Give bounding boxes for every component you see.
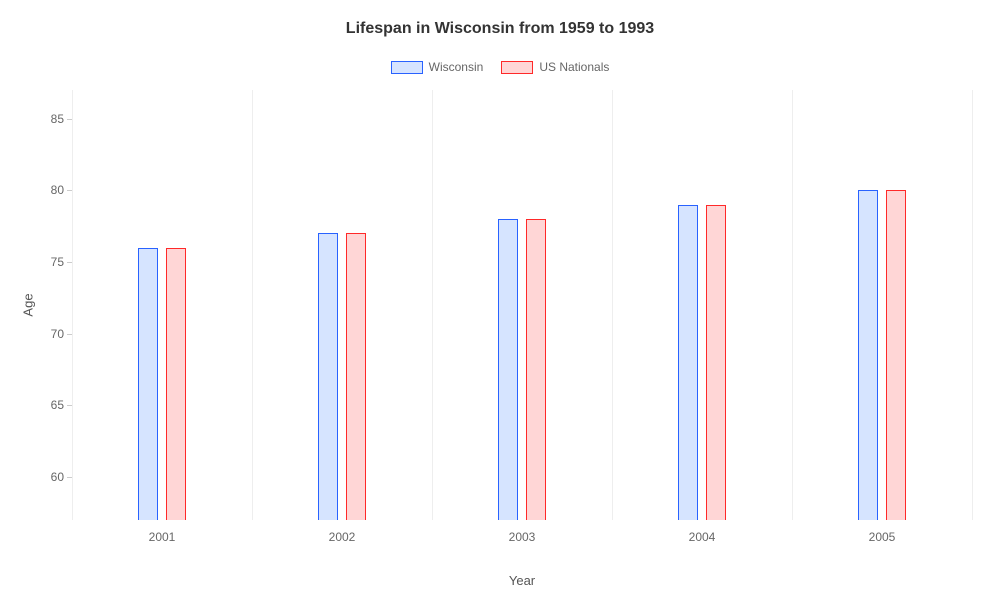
bar — [138, 248, 158, 520]
bar — [346, 233, 366, 520]
legend-label-wisconsin: Wisconsin — [429, 60, 484, 74]
y-tick-label: 70 — [51, 327, 64, 341]
legend-label-us-nationals: US Nationals — [539, 60, 609, 74]
gridline-vertical — [972, 90, 973, 520]
legend-item-us-nationals: US Nationals — [501, 60, 609, 74]
legend-item-wisconsin: Wisconsin — [391, 60, 484, 74]
x-tick-label: 2004 — [689, 530, 716, 544]
x-tick-label: 2002 — [329, 530, 356, 544]
legend-swatch-us-nationals — [501, 61, 533, 74]
gridline-vertical — [252, 90, 253, 520]
gridline-vertical — [432, 90, 433, 520]
gridline-vertical — [72, 90, 73, 520]
x-tick-label: 2005 — [869, 530, 896, 544]
bar — [498, 219, 518, 520]
legend-swatch-wisconsin — [391, 61, 423, 74]
bar — [318, 233, 338, 520]
gridline-vertical — [612, 90, 613, 520]
bar — [166, 248, 186, 520]
x-tick-label: 2003 — [509, 530, 536, 544]
y-axis-title: Age — [21, 293, 36, 316]
chart-title: Lifespan in Wisconsin from 1959 to 1993 — [0, 0, 1000, 38]
y-tick-mark — [67, 190, 72, 191]
y-tick-mark — [67, 262, 72, 263]
y-tick-label: 65 — [51, 398, 64, 412]
legend: Wisconsin US Nationals — [0, 60, 1000, 74]
y-tick-label: 75 — [51, 255, 64, 269]
bar — [886, 190, 906, 520]
bar — [678, 205, 698, 520]
x-axis-title: Year — [509, 573, 535, 588]
y-tick-mark — [67, 405, 72, 406]
y-tick-label: 80 — [51, 183, 64, 197]
bar — [858, 190, 878, 520]
bar — [706, 205, 726, 520]
chart-container: Lifespan in Wisconsin from 1959 to 1993 … — [0, 0, 1000, 600]
y-tick-label: 85 — [51, 112, 64, 126]
y-tick-mark — [67, 334, 72, 335]
y-tick-mark — [67, 477, 72, 478]
plot-area: 60657075808520012002200320042005 — [72, 90, 972, 520]
gridline-vertical — [792, 90, 793, 520]
bar — [526, 219, 546, 520]
y-tick-mark — [67, 119, 72, 120]
y-tick-label: 60 — [51, 470, 64, 484]
x-tick-label: 2001 — [149, 530, 176, 544]
